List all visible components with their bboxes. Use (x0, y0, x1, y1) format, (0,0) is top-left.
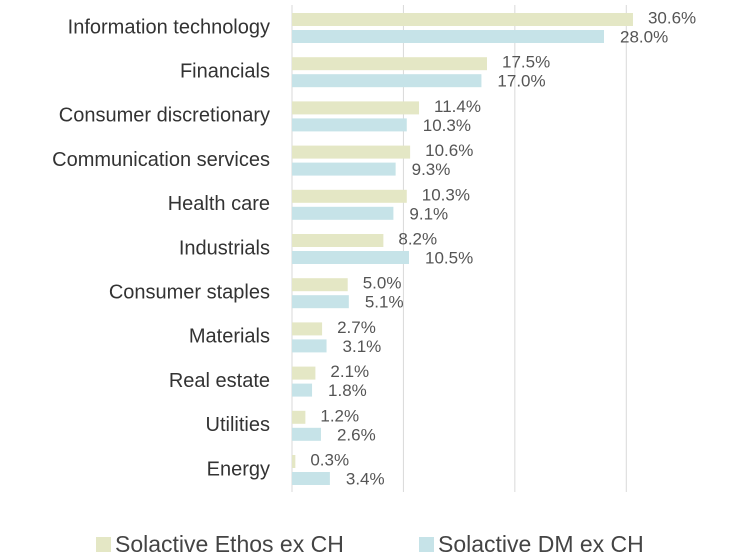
bar (292, 206, 394, 220)
bar (292, 57, 487, 71)
bar (292, 251, 409, 264)
category-label: Real estate (169, 370, 270, 392)
category-label: Health care (168, 193, 270, 215)
bar (292, 162, 396, 176)
bar (292, 383, 313, 397)
value-label: 17.5% (502, 53, 550, 72)
value-label: 2.1% (330, 362, 369, 381)
value-label: 2.7% (337, 318, 376, 337)
category-label: Utilities (206, 414, 270, 436)
value-label: 10.5% (425, 248, 473, 267)
legend-swatch (96, 537, 111, 552)
bar (292, 118, 407, 132)
value-label: 3.4% (346, 469, 385, 488)
category-label: Financials (180, 60, 270, 82)
category-label: Information technology (68, 16, 270, 38)
bar (292, 322, 323, 336)
bar (292, 13, 633, 26)
value-label: 2.6% (337, 425, 376, 444)
value-label: 5.1% (365, 293, 404, 312)
bar (292, 101, 420, 115)
bar (292, 234, 384, 247)
legend-swatch (419, 537, 434, 552)
category-label: Communication services (52, 149, 270, 171)
value-label: 10.3% (423, 116, 471, 135)
legend-label: Solactive Ethos ex CH (115, 531, 344, 557)
bar (292, 189, 407, 203)
bar (292, 427, 321, 441)
value-label: 9.3% (412, 160, 451, 179)
value-label: 10.3% (422, 185, 470, 204)
bar (292, 74, 482, 88)
value-label: 28.0% (620, 27, 668, 46)
legend-label: Solactive DM ex CH (438, 531, 644, 557)
category-label: Materials (189, 326, 270, 348)
value-label: 30.6% (648, 8, 696, 27)
value-label: 11.4% (434, 97, 481, 116)
value-label: 10.6% (425, 141, 473, 160)
bar (292, 278, 348, 292)
bar (292, 339, 327, 353)
value-label: 0.3% (310, 450, 349, 469)
bar (292, 410, 306, 424)
bar (292, 366, 316, 380)
bar (292, 455, 296, 468)
bar (292, 295, 349, 309)
category-label: Industrials (179, 237, 270, 259)
value-label: 8.2% (398, 229, 437, 248)
value-label: 17.0% (497, 72, 545, 91)
value-label: 1.8% (328, 381, 367, 400)
value-label: 3.1% (343, 337, 382, 356)
value-label: 9.1% (409, 204, 448, 223)
value-label: 5.0% (363, 274, 402, 293)
category-label: Energy (207, 458, 270, 480)
category-label: Consumer discretionary (59, 105, 270, 127)
bar (292, 30, 604, 43)
value-label: 1.2% (320, 406, 359, 425)
bar (292, 145, 411, 159)
category-label: Consumer staples (109, 281, 270, 303)
bar (292, 472, 330, 485)
